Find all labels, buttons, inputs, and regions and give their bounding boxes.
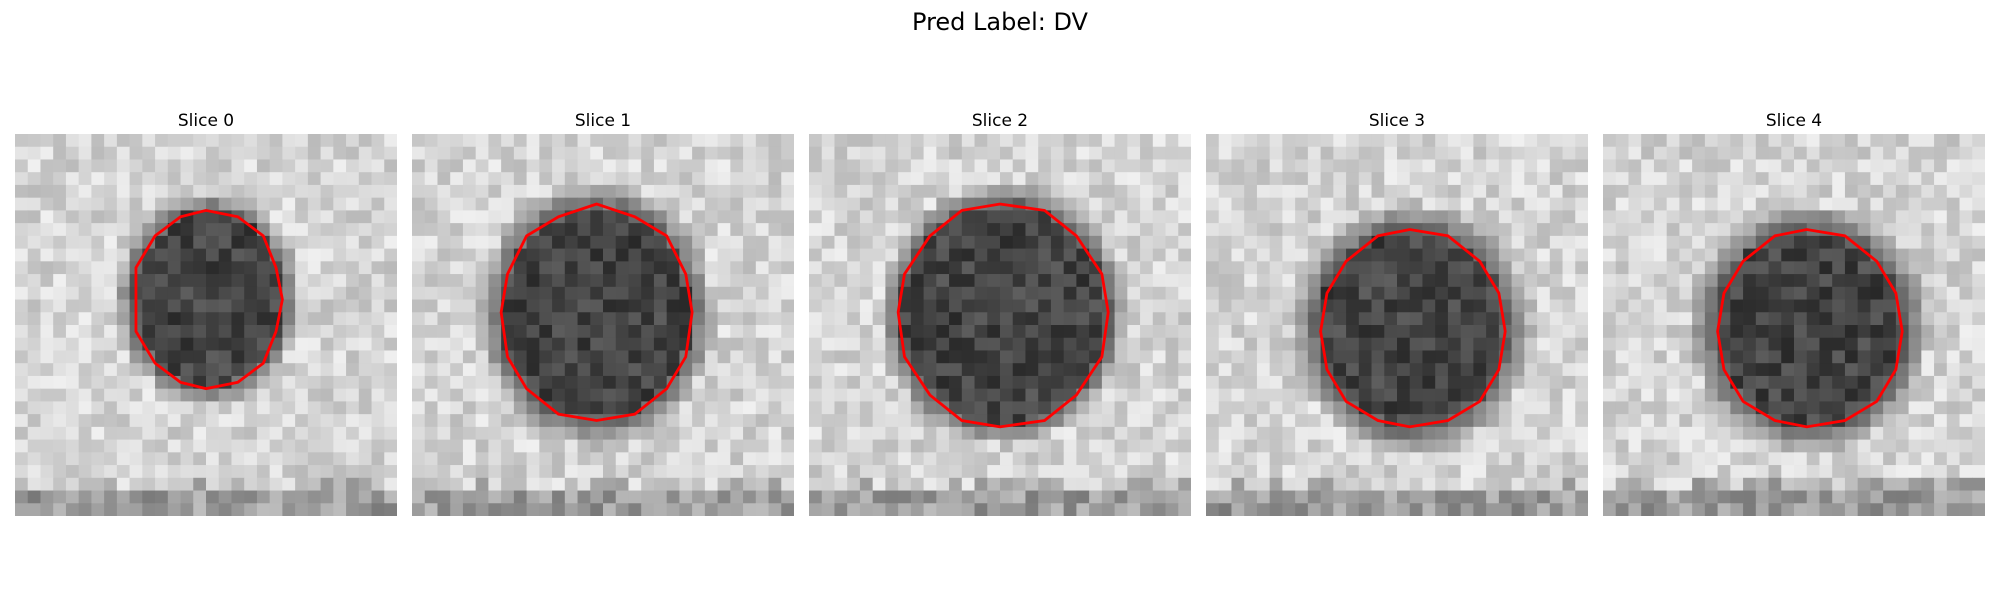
slice-image	[809, 134, 1191, 516]
segmentation-contour	[1319, 228, 1507, 429]
slice-panel: Slice 3	[1206, 108, 1588, 516]
slice-title: Slice 2	[971, 111, 1029, 131]
slice-image	[412, 134, 794, 516]
figure-title: Pred Label: DV	[912, 8, 1088, 36]
slice-image	[1603, 134, 1985, 516]
slice-image	[15, 134, 397, 516]
slice-title: Slice 3	[1368, 111, 1426, 131]
slice-panel: Slice 0	[15, 108, 397, 516]
slice-title: Slice 4	[1765, 111, 1823, 131]
slice-title: Slice 1	[574, 111, 632, 131]
segmentation-contour	[499, 202, 694, 422]
segmentation-contour	[896, 202, 1110, 429]
segmentation-contour	[134, 208, 284, 391]
slice-panel: Slice 1	[412, 108, 794, 516]
slice-title: Slice 0	[177, 111, 235, 131]
slice-panel: Slice 4	[1603, 108, 1985, 516]
slice-image	[1206, 134, 1588, 516]
slice-panel: Slice 2	[809, 108, 1191, 516]
segmentation-contour	[1716, 228, 1904, 429]
